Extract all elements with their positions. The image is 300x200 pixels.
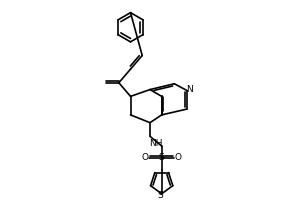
Text: S: S xyxy=(159,153,165,162)
Text: O: O xyxy=(175,153,182,162)
Text: N: N xyxy=(187,85,193,94)
Text: O: O xyxy=(142,153,148,162)
Text: NH: NH xyxy=(149,139,163,148)
Text: S: S xyxy=(158,191,164,200)
